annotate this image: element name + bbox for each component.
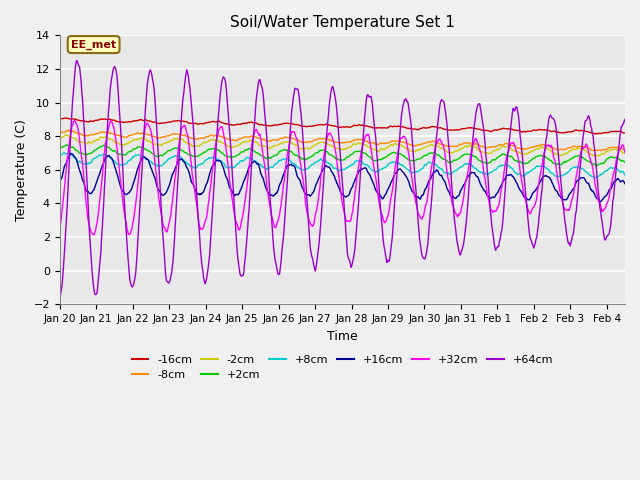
Title: Soil/Water Temperature Set 1: Soil/Water Temperature Set 1 [230, 15, 455, 30]
-16cm [591, 131, 598, 137]
+32cm [90, 232, 98, 238]
X-axis label: Time: Time [327, 330, 358, 343]
+16cm [298, 183, 305, 189]
+64cm [462, 222, 470, 228]
+8cm [61, 150, 68, 156]
+16cm [58, 174, 66, 180]
+64cm [319, 188, 327, 194]
+64cm [476, 101, 484, 107]
+64cm [73, 58, 81, 63]
Line: +32cm: +32cm [60, 120, 625, 235]
-16cm [58, 116, 66, 121]
-2cm [298, 145, 305, 151]
Legend: -16cm, -8cm, -2cm, +2cm, +8cm, +16cm, +32cm, +64cm: -16cm, -8cm, -2cm, +2cm, +8cm, +16cm, +3… [127, 350, 557, 385]
+8cm [591, 175, 599, 181]
-16cm [61, 115, 69, 121]
Line: -2cm: -2cm [60, 135, 625, 156]
+2cm [56, 146, 63, 152]
-2cm [593, 153, 601, 159]
+16cm [319, 167, 327, 172]
-16cm [319, 122, 327, 128]
-8cm [621, 148, 629, 154]
Line: +8cm: +8cm [60, 153, 625, 178]
+8cm [621, 172, 629, 178]
+2cm [592, 163, 600, 168]
+16cm [462, 178, 470, 183]
Y-axis label: Temperature (C): Temperature (C) [15, 119, 28, 221]
+32cm [621, 150, 629, 156]
Line: -8cm: -8cm [60, 131, 625, 151]
+32cm [70, 118, 78, 123]
-2cm [462, 143, 470, 149]
+8cm [136, 153, 143, 158]
-2cm [58, 134, 66, 140]
-8cm [476, 143, 484, 148]
+16cm [136, 161, 143, 167]
-16cm [621, 130, 629, 136]
+64cm [56, 295, 63, 300]
-16cm [462, 125, 470, 131]
+2cm [621, 159, 629, 165]
+32cm [299, 174, 307, 180]
+32cm [136, 158, 144, 164]
Line: +64cm: +64cm [60, 60, 625, 298]
+16cm [621, 181, 629, 187]
-8cm [319, 136, 327, 142]
-8cm [65, 128, 73, 133]
+16cm [476, 179, 484, 185]
-16cm [56, 116, 63, 122]
+16cm [67, 151, 75, 156]
+2cm [319, 147, 327, 153]
Line: -16cm: -16cm [60, 118, 625, 134]
+8cm [319, 158, 327, 164]
-8cm [58, 129, 66, 135]
+2cm [63, 142, 70, 148]
+8cm [58, 151, 66, 157]
-8cm [298, 140, 305, 145]
-2cm [319, 140, 327, 145]
+16cm [596, 199, 604, 204]
-16cm [136, 117, 143, 122]
+2cm [136, 144, 143, 150]
+32cm [56, 227, 63, 232]
+2cm [58, 144, 66, 150]
+8cm [298, 167, 305, 173]
-8cm [462, 140, 470, 146]
-16cm [476, 126, 484, 132]
+8cm [56, 153, 63, 158]
+32cm [58, 208, 66, 214]
+8cm [476, 169, 484, 175]
+32cm [463, 175, 470, 181]
+2cm [462, 151, 470, 157]
+2cm [476, 157, 484, 163]
-2cm [136, 135, 143, 141]
Text: EE_met: EE_met [71, 39, 116, 50]
+32cm [320, 154, 328, 160]
+64cm [58, 282, 66, 288]
-2cm [62, 132, 70, 138]
+64cm [298, 118, 305, 124]
+32cm [477, 149, 484, 155]
-2cm [621, 151, 629, 156]
+16cm [56, 178, 63, 184]
-2cm [476, 148, 484, 154]
+2cm [298, 156, 305, 162]
-2cm [56, 136, 63, 142]
-8cm [136, 131, 143, 136]
-8cm [56, 130, 63, 135]
+8cm [462, 161, 470, 167]
Line: +16cm: +16cm [60, 154, 625, 202]
+64cm [621, 117, 629, 122]
-16cm [298, 123, 305, 129]
+64cm [136, 209, 143, 215]
Line: +2cm: +2cm [60, 145, 625, 166]
